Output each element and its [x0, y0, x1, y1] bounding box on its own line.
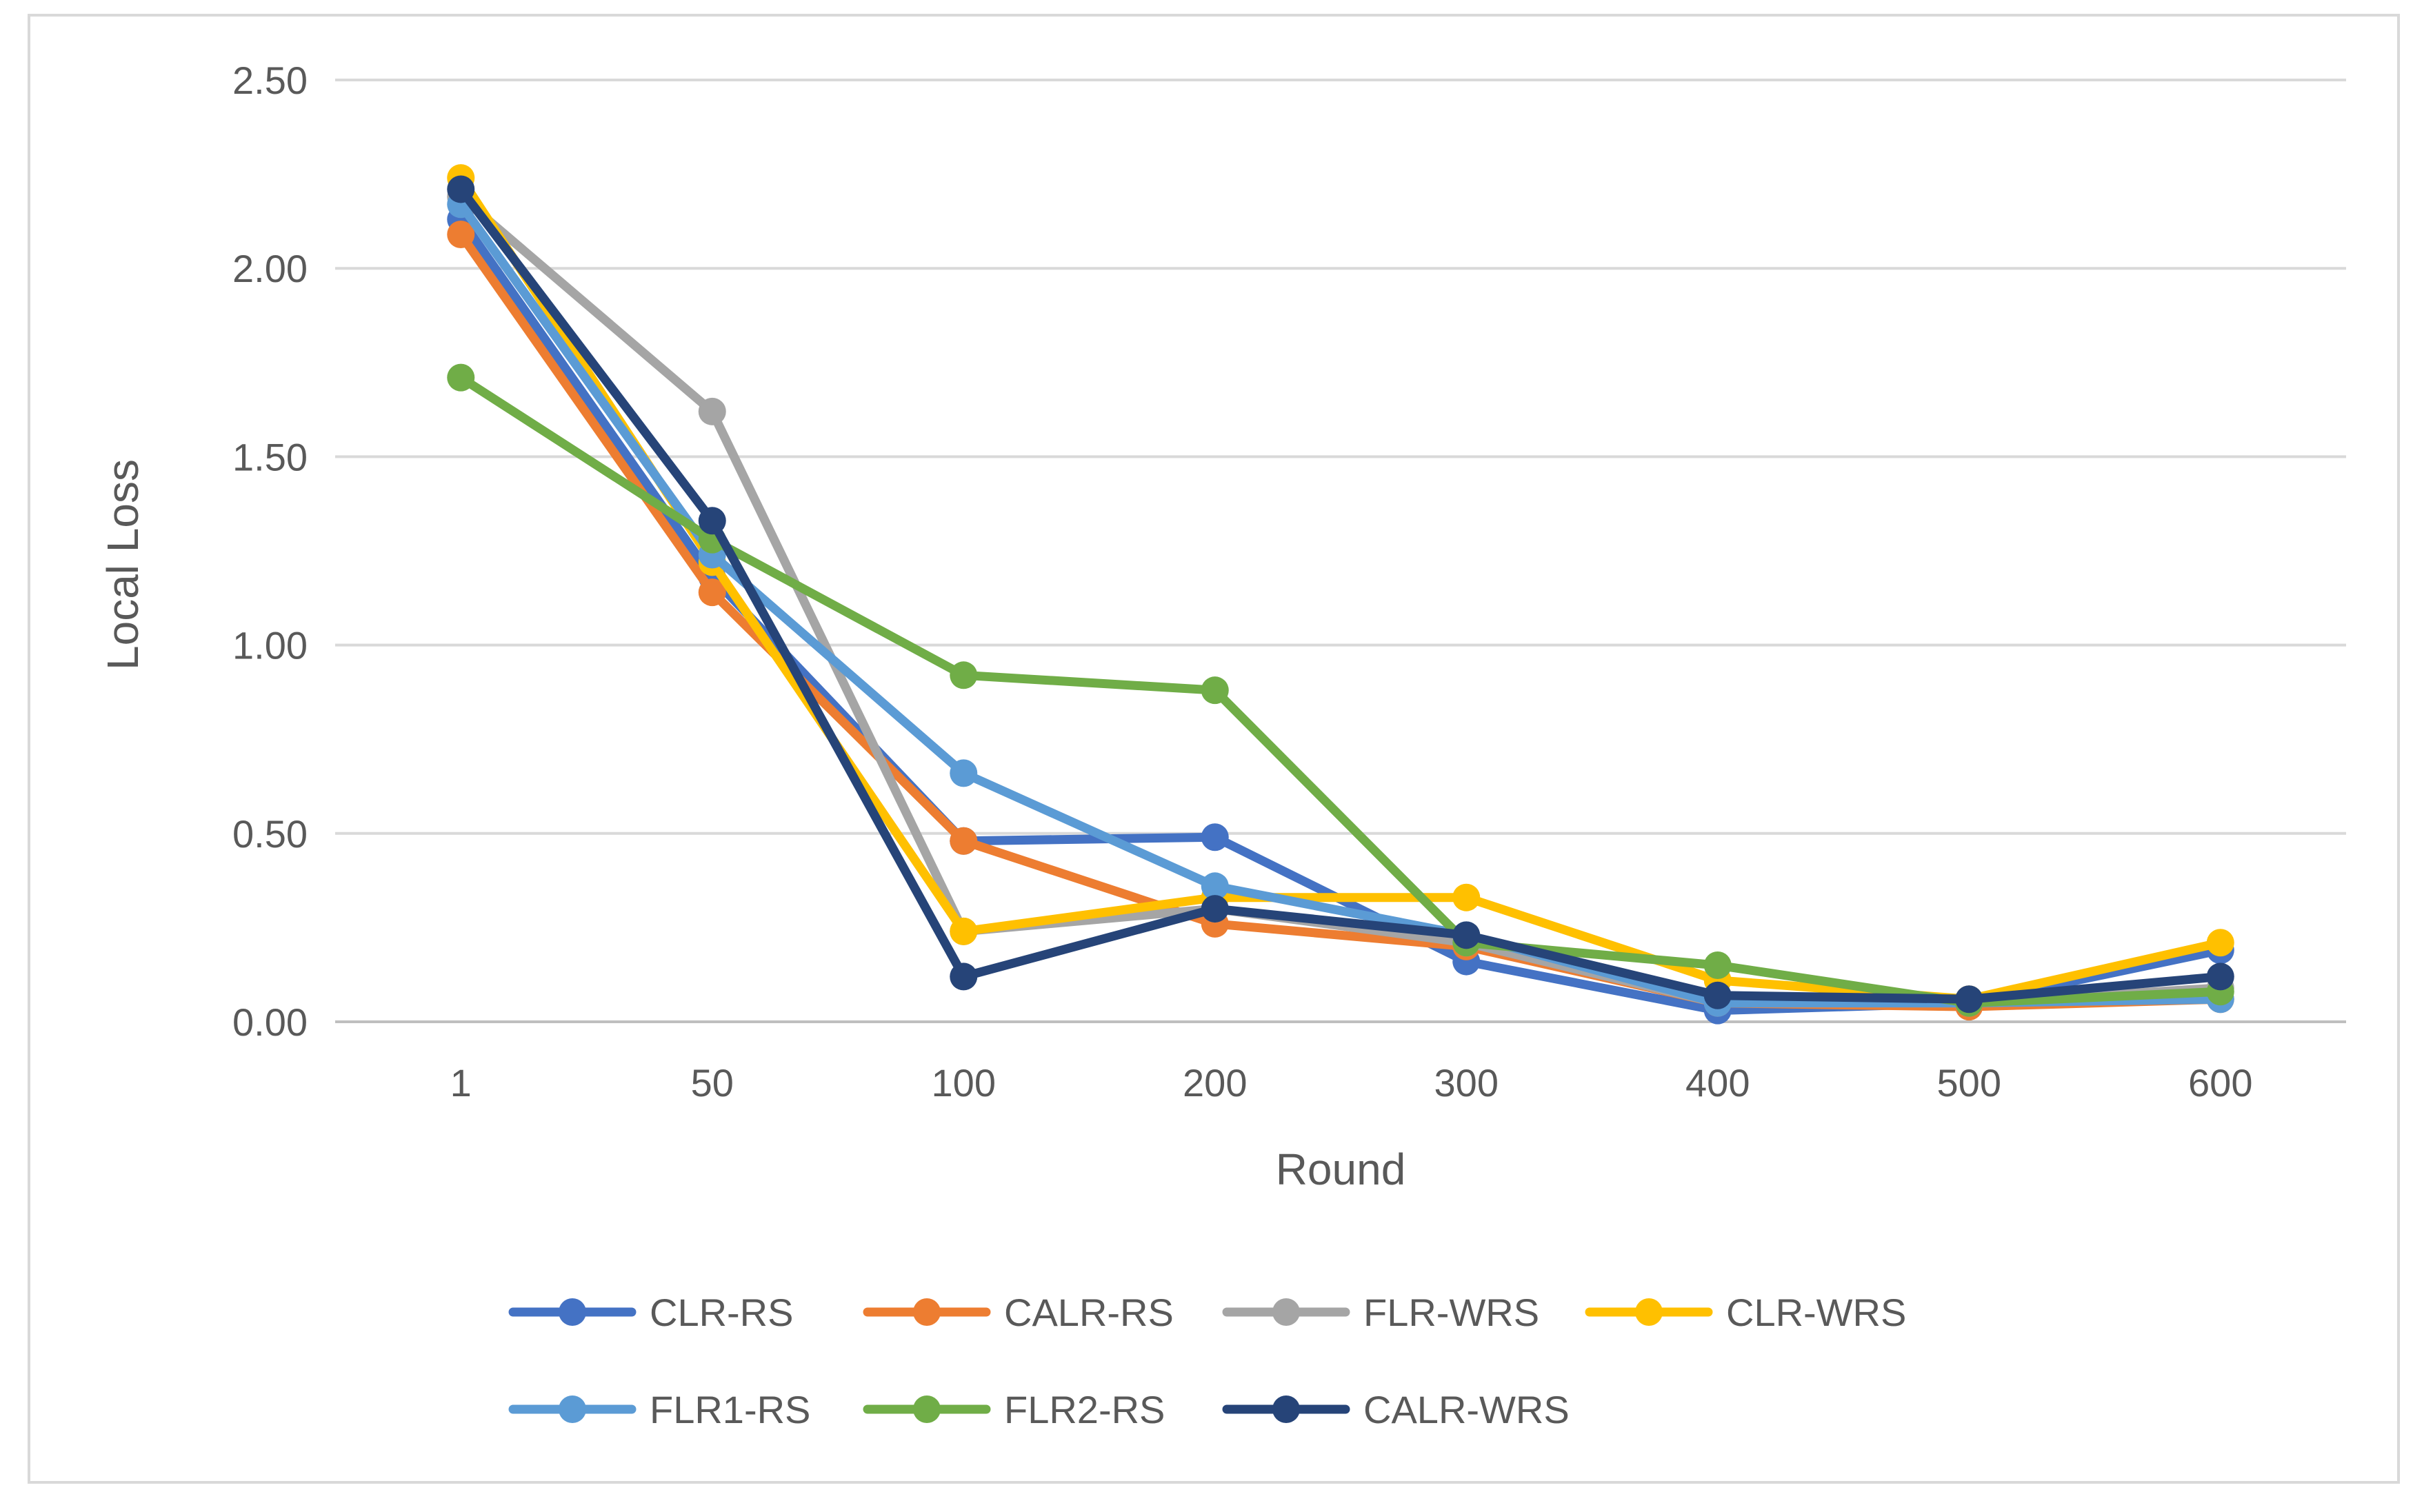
x-tick-label: 500	[1937, 1061, 2001, 1105]
legend-label: FLR2-RS	[1004, 1388, 1165, 1431]
legend: CLR-RS CALR-RS FLR-WRS CLR-WRS FLR1-RS FLR2-R…	[508, 1291, 1906, 1431]
x-tick-label: 1	[450, 1061, 472, 1105]
legend-label: FLR1-RS	[650, 1388, 810, 1431]
legend-label: FLR-WRS	[1363, 1291, 1539, 1334]
legend-item: CLR-WRS	[1585, 1291, 1906, 1334]
legend-item: CALR-RS	[863, 1291, 1174, 1334]
data-point	[950, 962, 978, 991]
legend-item: FLR-WRS	[1222, 1291, 1539, 1334]
line-chart: 0.00 0.50 1.00 1.50 2.00 2.50 1 50 100 200 300 400 5…	[98, 59, 2346, 1431]
y-tick-label: 0.50	[232, 812, 308, 856]
series-line	[456, 184, 2225, 1004]
x-tick-label: 50	[691, 1061, 734, 1105]
data-point	[447, 175, 475, 203]
data-point	[1452, 883, 1481, 911]
legend-swatch-marker	[559, 1395, 586, 1423]
data-point	[2206, 929, 2234, 957]
data-point	[1201, 872, 1229, 900]
x-tick-label: 200	[1183, 1061, 1247, 1105]
data-point	[698, 397, 726, 425]
data-point	[698, 578, 726, 607]
legend-item: FLR1-RS	[508, 1388, 810, 1431]
data-point	[1201, 676, 1229, 705]
gridlines	[335, 79, 2346, 1023]
series-lines	[447, 164, 2234, 1025]
legend-item: FLR2-RS	[863, 1388, 1165, 1431]
y-tick-label: 1.50	[232, 435, 308, 478]
legend-swatch-marker	[1272, 1298, 1300, 1326]
x-tick-label: 300	[1434, 1061, 1499, 1105]
legend-label: CALR-WRS	[1363, 1388, 1570, 1431]
series-line	[456, 214, 2225, 1016]
legend-item: CLR-RS	[508, 1291, 793, 1334]
y-tick-label: 0.00	[232, 1000, 308, 1044]
data-point	[1703, 951, 1732, 980]
y-tick-label: 1.00	[232, 624, 308, 667]
x-tick-label: 600	[2188, 1061, 2252, 1105]
series-line	[456, 230, 2225, 1011]
data-point	[2206, 962, 2234, 991]
data-point	[1201, 895, 1229, 923]
data-point	[1452, 921, 1481, 949]
data-point	[950, 917, 978, 945]
series-calr-wrs	[447, 175, 2234, 1014]
data-point	[950, 827, 978, 855]
legend-swatch-marker	[1635, 1298, 1663, 1326]
data-point	[447, 221, 475, 249]
legend-swatch-marker	[913, 1298, 941, 1326]
axes: 0.00 0.50 1.00 1.50 2.00 2.50 1 50 100 200 300 400 5…	[98, 59, 2252, 1194]
data-point	[1955, 985, 1983, 1014]
legend-swatch-marker	[1272, 1395, 1300, 1423]
x-tick-label: 400	[1685, 1061, 1750, 1105]
series-line	[456, 173, 2225, 1004]
x-tick-label: 100	[932, 1061, 996, 1105]
legend-swatch-marker	[559, 1298, 586, 1326]
y-tick-label: 2.50	[232, 59, 308, 102]
legend-swatch-marker	[913, 1395, 941, 1423]
data-point	[447, 363, 475, 392]
y-tick-label: 2.00	[232, 247, 308, 290]
legend-label: CALR-RS	[1004, 1291, 1174, 1334]
data-point	[950, 661, 978, 689]
chart-frame: 0.00 0.50 1.00 1.50 2.00 2.50 1 50 100 200 300 400 5…	[28, 14, 2400, 1484]
legend-label: CLR-WRS	[1726, 1291, 1906, 1334]
data-point	[1703, 981, 1732, 1009]
legend-label: CLR-RS	[650, 1291, 793, 1334]
x-axis-title: Round	[1276, 1145, 1406, 1194]
data-point	[1201, 823, 1229, 851]
data-point	[698, 507, 726, 535]
data-point	[950, 759, 978, 787]
legend-item: CALR-WRS	[1222, 1388, 1570, 1431]
y-axis-title: Local Loss	[98, 459, 148, 670]
